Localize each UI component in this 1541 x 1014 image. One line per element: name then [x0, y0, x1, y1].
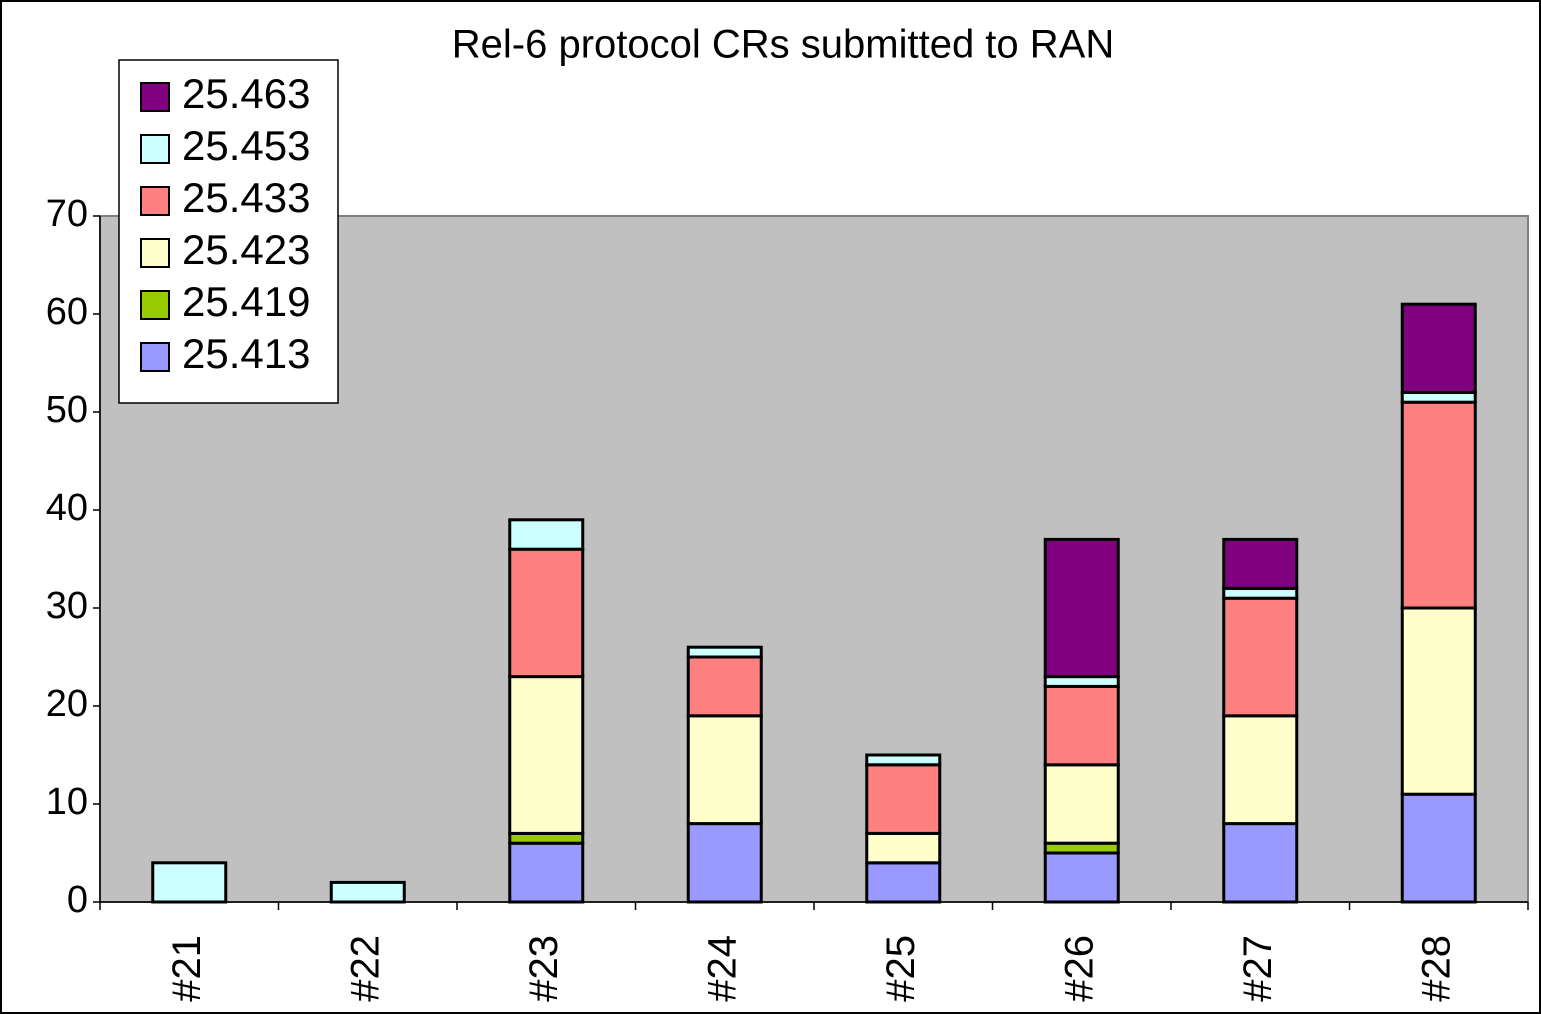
bar-segment: [1400, 606, 1477, 796]
bar-segment: [508, 518, 585, 551]
x-tick-label: #25: [879, 935, 923, 1002]
bar-segment: [1400, 400, 1477, 610]
bar-segment: [1400, 302, 1477, 394]
legend-swatch: [140, 290, 170, 320]
bar-segment: [686, 645, 763, 659]
legend-label: 25.463: [182, 70, 310, 117]
bar-segment: [1222, 714, 1299, 826]
legend-label: 25.433: [182, 174, 310, 221]
chart-title: Rel-6 protocol CRs submitted to RAN: [452, 23, 1114, 67]
bar-segment: [686, 714, 763, 826]
x-tick-label: #26: [1057, 935, 1101, 1002]
legend-swatch: [140, 134, 170, 164]
y-tick-label: 0: [67, 879, 88, 921]
x-tick-label: #22: [343, 935, 387, 1002]
bar-segment: [508, 547, 585, 679]
bar-segment: [1043, 684, 1120, 767]
y-tick-label: 30: [46, 585, 88, 627]
legend-label: 25.453: [182, 122, 310, 169]
x-tick-label: #27: [1236, 935, 1280, 1002]
y-tick-label: 40: [46, 487, 88, 529]
x-tick-label: #24: [700, 935, 744, 1002]
bar-segment: [865, 831, 942, 865]
bar-segment: [686, 822, 763, 904]
bar-segment: [1222, 596, 1299, 718]
bar-segment: [1043, 537, 1120, 679]
bar-segment: [508, 841, 585, 904]
bar-segment: [1400, 792, 1477, 904]
bar-segment: [865, 753, 942, 767]
legend-label: 25.423: [182, 226, 310, 273]
bar-segment: [508, 675, 585, 835]
legend-swatch: [140, 186, 170, 216]
bar-segment: [865, 861, 942, 904]
legend-label: 25.413: [182, 330, 310, 377]
y-tick-label: 60: [46, 291, 88, 333]
bar-segment: [1222, 822, 1299, 904]
bar-segment: [1043, 851, 1120, 904]
y-tick-label: 10: [46, 781, 88, 823]
x-tick-label: #23: [522, 935, 566, 1002]
y-tick-label: 50: [46, 389, 88, 431]
bar-segment: [151, 861, 228, 904]
bar-segment: [329, 880, 406, 904]
bar-segment: [1043, 763, 1120, 845]
x-tick-label: #28: [1414, 935, 1458, 1002]
legend-swatch: [140, 238, 170, 268]
legend-swatch: [140, 342, 170, 372]
bar-segment: [865, 763, 942, 835]
bar-segment: [686, 655, 763, 718]
bar-segment: [1222, 537, 1299, 590]
legend-swatch: [140, 82, 170, 112]
y-tick-label: 70: [46, 193, 88, 235]
x-tick-label: #21: [165, 935, 209, 1002]
legend-label: 25.419: [182, 278, 310, 325]
y-tick-label: 20: [46, 683, 88, 725]
